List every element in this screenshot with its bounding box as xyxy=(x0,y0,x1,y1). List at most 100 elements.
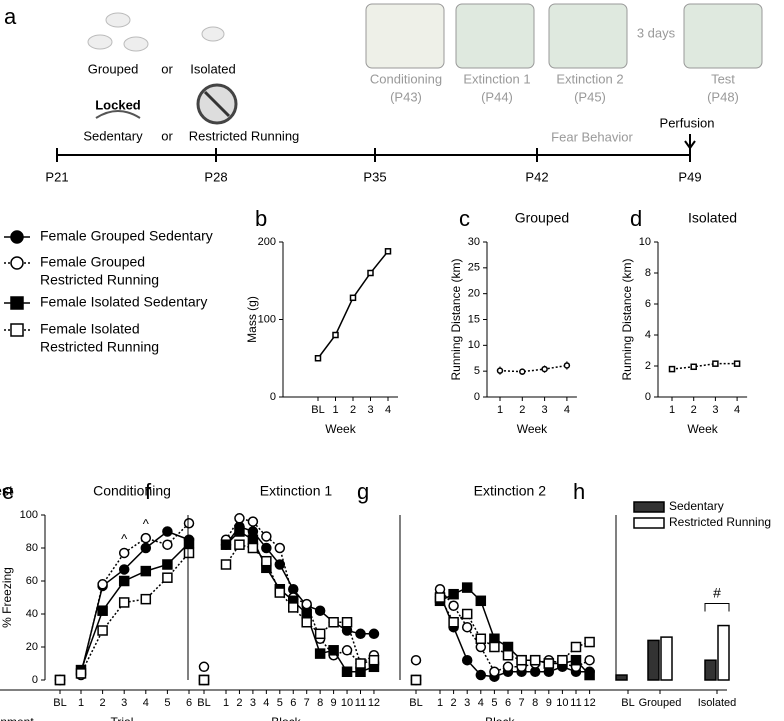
marker xyxy=(314,648,326,659)
x-tick-label: BL xyxy=(409,697,422,709)
marker xyxy=(563,362,571,369)
marker xyxy=(75,668,87,679)
marker xyxy=(118,564,130,575)
marker xyxy=(274,559,286,570)
x-tick-label: 2 xyxy=(451,697,457,709)
x-axis-label: Block xyxy=(271,715,301,721)
x-tick-label: 11 xyxy=(355,697,366,709)
marker xyxy=(341,666,353,677)
activity-label: Restricted Running xyxy=(189,128,300,143)
x-tick-label: 10 xyxy=(341,697,353,709)
wheel-spoke xyxy=(203,90,231,118)
x-tick-label: 5 xyxy=(491,697,497,709)
x-axis-label: Week xyxy=(687,422,718,436)
chart-title: Isolated xyxy=(688,210,737,226)
marker xyxy=(328,645,339,656)
x-tick-label: 4 xyxy=(478,697,484,709)
marker xyxy=(489,666,500,677)
marker xyxy=(274,542,286,554)
x-tick-label: 4 xyxy=(263,697,269,709)
marker xyxy=(97,605,108,616)
wheel-icon xyxy=(95,110,141,119)
x-tick-label: 4 xyxy=(143,697,149,709)
marker xyxy=(140,593,152,605)
x-tick-label: 10 xyxy=(556,697,568,709)
x-tick-label: 5 xyxy=(164,697,170,709)
x-tick-label: BL xyxy=(311,404,324,416)
x-tick-label: 3 xyxy=(712,404,718,416)
x-tick-label: 8 xyxy=(317,697,323,709)
marker xyxy=(448,588,459,600)
y-tick-label: 80 xyxy=(26,542,38,554)
panel-letter: a xyxy=(4,4,17,29)
x-tick-label: Isolated xyxy=(698,697,737,709)
marker xyxy=(118,575,130,587)
stage-name: Extinction 1 xyxy=(463,71,530,86)
marker xyxy=(502,661,514,673)
legend-label: Restricted Running xyxy=(40,339,159,355)
marker xyxy=(10,296,24,310)
legend-swatch xyxy=(633,501,665,513)
x-axis-label: Week xyxy=(517,422,548,436)
x-tick-label: 11 xyxy=(570,697,581,709)
x-tick-label: 1 xyxy=(669,404,675,416)
marker xyxy=(543,658,555,669)
significance-bracket xyxy=(704,603,730,612)
chart-title: Grouped xyxy=(515,210,569,226)
series-line xyxy=(439,588,590,673)
x-tick-label: BL xyxy=(197,697,210,709)
panel-letter: d xyxy=(630,206,642,231)
marker xyxy=(314,628,326,640)
timeline-tick-label: P35 xyxy=(363,169,386,184)
x-tick-label: 8 xyxy=(532,697,538,709)
marker xyxy=(519,368,526,375)
x-tick-label: 12 xyxy=(368,697,380,709)
x-tick-label: 3 xyxy=(464,697,470,709)
marker xyxy=(584,654,595,666)
stage-name: Test xyxy=(711,71,735,86)
x-tick-label: 6 xyxy=(505,697,511,709)
marker xyxy=(183,518,195,529)
marker xyxy=(341,645,353,656)
marker xyxy=(733,360,741,367)
marker xyxy=(384,248,392,255)
marker xyxy=(118,547,130,559)
annotation: ^ xyxy=(121,531,128,546)
marker xyxy=(557,654,568,666)
timeline-tick-label: P42 xyxy=(525,169,548,184)
x-tick-label: 4 xyxy=(385,404,391,416)
marker xyxy=(328,617,339,628)
panel-letter: e xyxy=(2,479,14,504)
bar xyxy=(660,636,673,681)
stage-name: Conditioning xyxy=(370,71,442,86)
y-axis-label: % Freezing xyxy=(0,567,14,628)
y-tick-label: 10 xyxy=(468,339,480,351)
stage-day: (P45) xyxy=(574,89,606,104)
marker xyxy=(516,654,527,666)
x-axis-label: Week xyxy=(325,422,356,436)
chart-title: Extinction 1 xyxy=(260,483,333,499)
marker xyxy=(97,625,108,636)
marker xyxy=(332,331,339,339)
marker xyxy=(584,636,595,648)
annotation: ^ xyxy=(143,517,150,532)
marker xyxy=(140,565,152,577)
legend-label: Female Grouped xyxy=(40,254,145,270)
marker xyxy=(301,617,312,628)
series-line xyxy=(80,552,190,674)
stage-day: (P44) xyxy=(481,89,513,104)
y-tick-label: 0 xyxy=(32,674,38,686)
marker xyxy=(198,661,210,673)
x-tick-label: 1 xyxy=(437,697,443,709)
marker xyxy=(183,537,195,549)
marker xyxy=(314,605,326,616)
marker xyxy=(668,365,676,373)
marker xyxy=(448,600,459,611)
y-tick-label: 20 xyxy=(26,641,38,653)
marker xyxy=(261,555,272,567)
x-tick-label: 2 xyxy=(236,697,242,709)
marker xyxy=(162,559,173,570)
bar xyxy=(704,659,717,681)
housing-label: Grouped xyxy=(88,61,139,76)
y-tick-label: 40 xyxy=(26,608,38,620)
